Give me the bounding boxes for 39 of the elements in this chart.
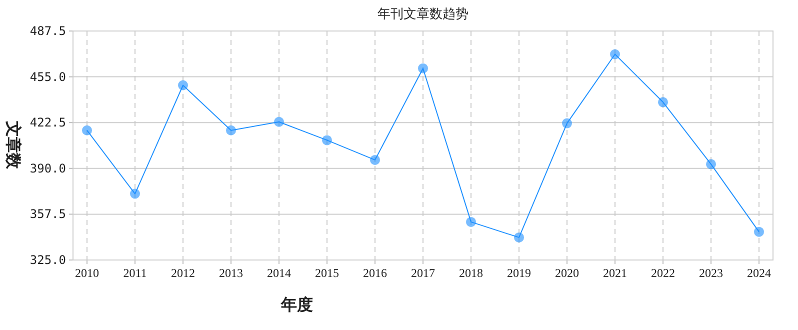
point [466,216,476,227]
x-tick-label: 2013 [219,266,243,280]
y-tick-label: 487.5 [30,24,66,38]
y-tick-label: 325.0 [30,253,66,267]
point [562,118,572,128]
y-tick-label: 390.0 [30,161,66,176]
x-tick-label: 2016 [363,266,387,280]
point [514,232,524,242]
point [706,159,716,170]
x-tick-label: 2022 [651,266,675,280]
point [130,188,140,199]
point [754,226,764,237]
x-axis-title: 年度 [280,295,313,314]
x-tick-label: 2020 [555,266,579,280]
point [178,80,188,90]
point [226,125,236,136]
x-tick-label: 2023 [699,266,723,280]
y-tick-label: 357.5 [30,207,66,222]
chart-title: 年刊文章数趋势 [378,6,468,21]
x-tick-label: 2018 [459,266,483,280]
x-tick-label: 2014 [267,266,291,280]
x-tick-label: 2010 [75,266,99,280]
y-tick-label: 455.0 [30,70,66,84]
point [274,116,284,127]
x-tick-label: 2021 [603,266,627,280]
x-tick-label: 2017 [411,266,435,280]
x-tick-label: 2019 [507,266,531,280]
point [658,97,668,108]
point [610,49,620,60]
point [322,135,332,146]
point [82,125,92,136]
point [370,154,380,165]
x-tick-label: 2024 [747,266,771,280]
y-axis-title: 文章数 [4,120,22,170]
point [418,63,428,74]
x-tick-label: 2012 [171,266,195,280]
y-tick-label: 422.5 [30,116,66,130]
x-tick-label: 2011 [123,266,147,280]
x-tick-label: 2015 [315,266,339,280]
